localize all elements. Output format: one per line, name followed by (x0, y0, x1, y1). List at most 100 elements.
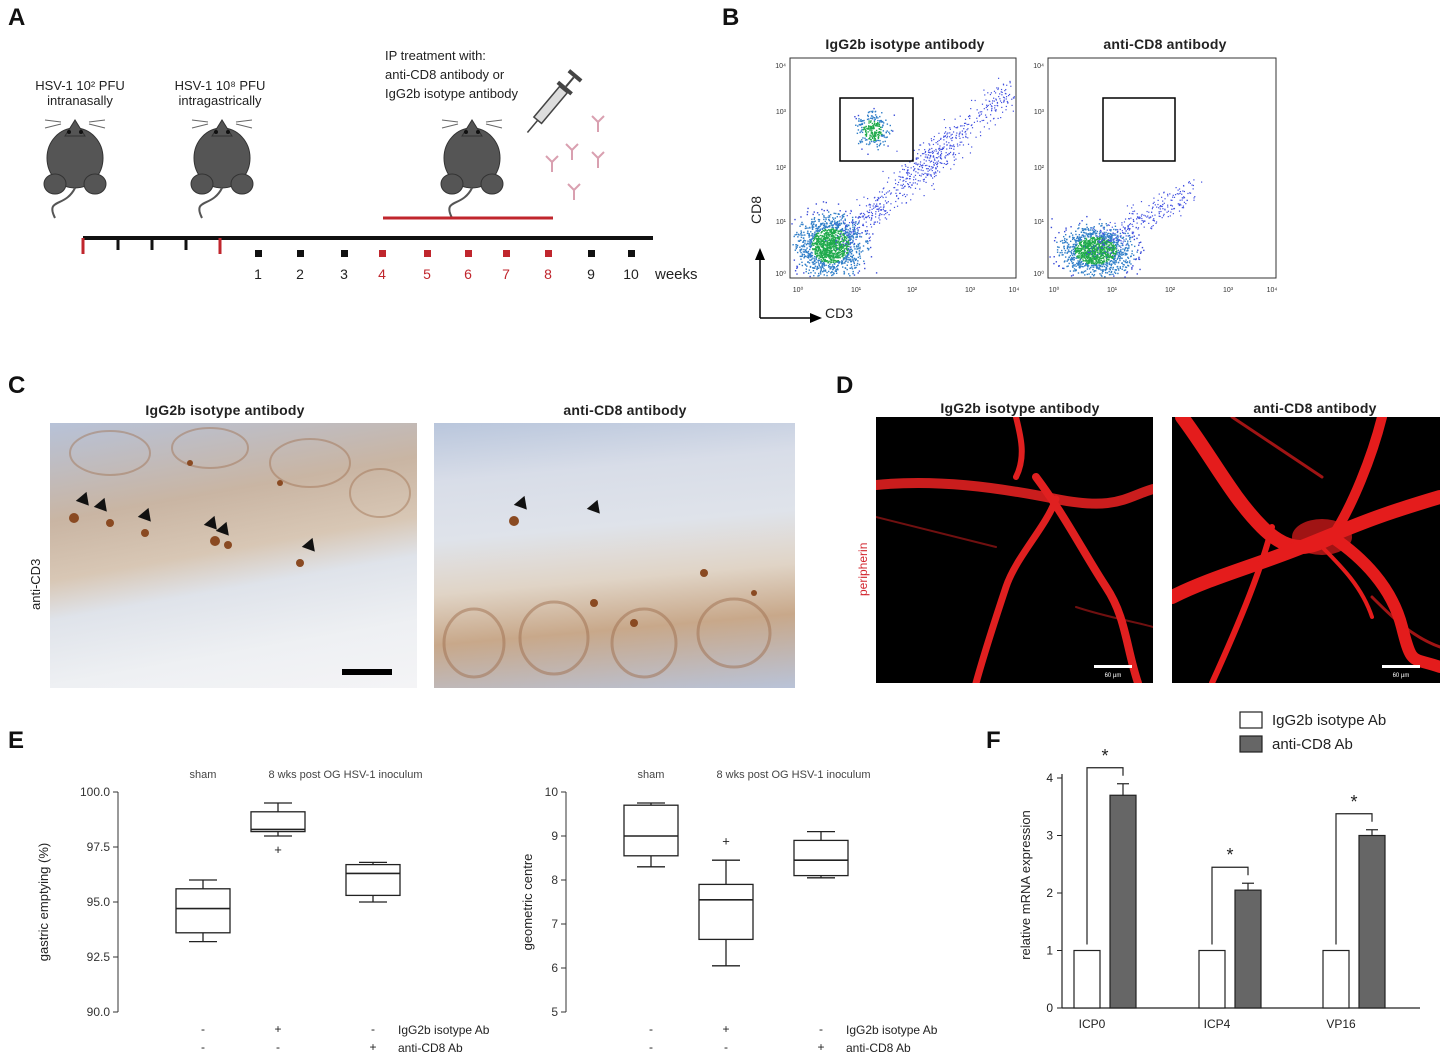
antibody-icons (545, 115, 605, 200)
mouse-icon-3 (440, 119, 504, 219)
flow-right-ytick: 10⁰ (1033, 270, 1044, 278)
inoculation-intranasal-text: HSV-1 10² PFU intranasally (20, 78, 140, 108)
ihc-right-arrows (513, 495, 600, 514)
ip-treatment-line3: IgG2b isotype antibody (385, 86, 518, 101)
panel-label-e: E (8, 727, 25, 754)
e-sign-row1: + (274, 1022, 281, 1036)
if-right-scale-bar (1382, 665, 1420, 668)
flow-yaxis-label: CD8 (748, 195, 764, 224)
e-ytick-label: 92.5 (87, 950, 111, 964)
ip-treatment-text: IP treatment with: anti-CD8 antibody or … (385, 46, 565, 103)
flow-left-ytick: 10² (776, 165, 787, 172)
e-ytick-label: 8 (551, 873, 558, 887)
f-xtick-label: ICP4 (1204, 1017, 1231, 1031)
flow-left-xtick: 10¹ (851, 287, 862, 294)
if-left-scale-text: 60 µm (1105, 673, 1122, 679)
ip-treatment-line2: anti-CD8 antibody or (385, 67, 505, 82)
f-ytick-label: 0 (1046, 1001, 1053, 1015)
weeks-label: weeks (655, 266, 698, 283)
e-ytick-label: 95.0 (87, 895, 111, 909)
e-sign-row1: + (722, 1022, 729, 1036)
e-header-sham: sham (638, 769, 665, 781)
e-box (175, 888, 231, 934)
cd8-axis-arrow (755, 248, 765, 260)
e-sign-row2: + (369, 1040, 376, 1054)
intranasal-dose: HSV-1 10² PFU (35, 78, 125, 93)
week-label-8: 8 (544, 266, 552, 282)
flow-left-title: IgG2b isotype antibody (825, 36, 985, 52)
e-outlier: + (274, 842, 282, 857)
e-header-sham: sham (190, 769, 217, 781)
e-ytick-label: 97.5 (87, 840, 111, 854)
flow-left-xtick: 10² (907, 287, 918, 294)
cd8-gate-right (1102, 97, 1176, 162)
panel-label-b: B (722, 4, 740, 31)
flow-right-ytick: 10³ (1034, 109, 1045, 116)
flow-right-ytick: 10² (1034, 165, 1045, 172)
flow-left-ytick: 10⁰ (775, 270, 786, 278)
panel-e-boxplots: 100.0 97.5 95.0 92.5 90.0 gastric emptying (%… (36, 769, 938, 1055)
if-image-right: 60 µm (1172, 417, 1440, 683)
flow-right-plot-frame (1047, 57, 1277, 279)
week-tick-10 (628, 250, 635, 257)
e-box (698, 883, 754, 941)
week-label-2: 2 (296, 266, 304, 282)
e-box (345, 863, 401, 897)
f-xtick-label: VP16 (1326, 1017, 1356, 1031)
e-box (793, 839, 849, 877)
e-sign-row1: - (819, 1022, 823, 1036)
week-label-5: 5 (423, 266, 431, 282)
timeline-diagram (43, 69, 653, 257)
flow-left-xtick: 10⁰ (793, 286, 804, 294)
if-right-scale-text: 60 µm (1393, 673, 1410, 679)
panel-label-a: A (8, 4, 26, 31)
e-sign-row1: - (201, 1022, 205, 1036)
mouse-icon-2 (190, 119, 254, 219)
f-bar-anticd8 (1109, 794, 1137, 1009)
f-ytick-label: 4 (1046, 771, 1053, 785)
ihc-scale-bar (342, 669, 392, 675)
f-legend-label: IgG2b isotype Ab (1272, 712, 1386, 729)
e-ytick-label: 10 (545, 785, 559, 799)
week-tick-8 (545, 250, 552, 257)
e-ytick-label: 100.0 (80, 785, 110, 799)
week-tick-3 (341, 250, 348, 257)
ip-treatment-line1: IP treatment with: (385, 48, 486, 63)
cd3-axis-arrow (810, 313, 822, 323)
f-sig-star: * (1226, 845, 1233, 865)
e-outlier: + (722, 833, 730, 848)
e-ylabel: gastric emptying (%) (36, 843, 51, 961)
ihc-right-title: anti-CD8 antibody (563, 402, 687, 418)
e-ytick-label: 5 (551, 1005, 558, 1019)
flow-xaxis-label: CD3 (825, 305, 854, 321)
if-side-label: peripherin (856, 542, 870, 596)
ihc-image-right (434, 423, 795, 688)
e-box (623, 804, 679, 857)
if-left-nerve-fibers (876, 417, 1153, 683)
flow-left-xtick: 10⁴ (1009, 287, 1020, 294)
week-label-1: 1 (254, 266, 262, 282)
f-xtick-label: ICP0 (1079, 1017, 1106, 1031)
week-label-10: 10 (623, 266, 639, 282)
flow-right-xtick: 10² (1165, 287, 1176, 294)
f-legend-swatch (1239, 711, 1263, 729)
flow-left-ytick: 10⁴ (775, 63, 786, 70)
flow-right-xtick: 10³ (1223, 287, 1234, 294)
if-left-title: IgG2b isotype antibody (940, 400, 1100, 416)
panel-label-c: C (8, 372, 26, 399)
syringe-icon (526, 69, 583, 133)
ihc-left-arrows (75, 491, 315, 552)
ihc-side-label: anti-CD3 (28, 558, 43, 610)
intranasal-route: intranasally (47, 93, 113, 108)
week-label-3: 3 (340, 266, 348, 282)
e-ytick-label: 6 (551, 961, 558, 975)
week-tick-6 (465, 250, 472, 257)
intragastric-route: intragastrically (178, 93, 262, 108)
week-label-4: 4 (378, 266, 386, 282)
flow-right-xtick: 10⁴ (1267, 287, 1278, 294)
e-box (250, 811, 306, 833)
week-label-7: 7 (502, 266, 510, 282)
flow-left-ytick: 10³ (776, 109, 787, 116)
f-sig-bracket (1335, 813, 1373, 945)
cd8-gate-left (839, 97, 914, 162)
